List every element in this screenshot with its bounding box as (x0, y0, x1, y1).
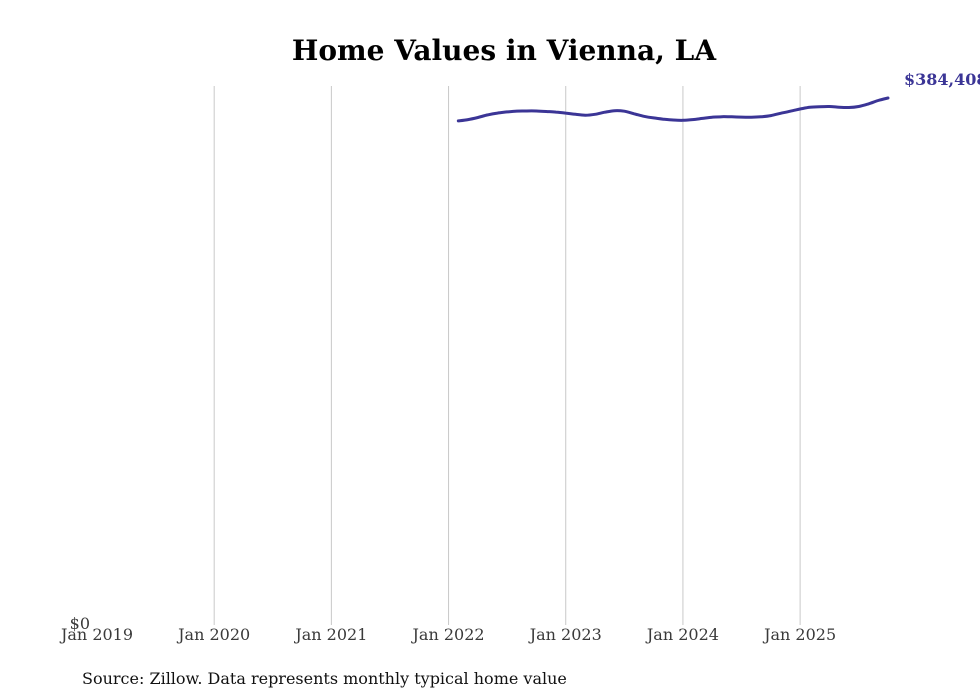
series-line (456, 96, 890, 123)
grid-lines (213, 86, 801, 625)
end-value-label: $384,408 (904, 70, 980, 89)
x-tick-label: Jan 2021 (293, 625, 367, 644)
x-axis-ticks: Jan 2019 Jan 2020 Jan 2021 Jan 2022 Jan 2023… (59, 625, 836, 644)
x-tick-label: Jan 2025 (762, 625, 836, 644)
x-tick-label: Jan 2019 (59, 625, 133, 644)
y-tick-label: $0 (70, 614, 90, 633)
x-tick-label: Jan 2024 (645, 625, 719, 644)
x-tick-label: Jan 2022 (411, 625, 485, 644)
x-tick-label: Jan 2023 (528, 625, 602, 644)
x-tick-label: Jan 2020 (176, 625, 250, 644)
series-layer (456, 96, 890, 123)
chart-title: Home Values in Vienna, LA (292, 34, 717, 67)
source-note: Source: Zillow. Data represents monthly … (82, 669, 567, 688)
y-axis-ticks: $0 (70, 614, 90, 633)
